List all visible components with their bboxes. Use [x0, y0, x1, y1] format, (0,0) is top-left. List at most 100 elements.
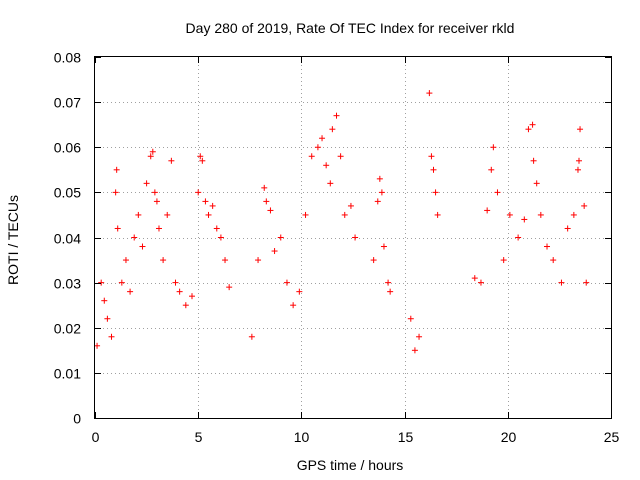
data-point: [550, 257, 557, 264]
data-point: [411, 347, 418, 354]
data-point: [484, 207, 491, 214]
data-point: [521, 216, 528, 223]
data-point: [530, 157, 537, 164]
y-tick-label: 0.06: [54, 140, 81, 156]
data-point: [376, 175, 383, 182]
data-point: [558, 279, 565, 286]
data-point: [341, 211, 348, 218]
data-point: [155, 225, 162, 232]
data-point: [104, 315, 111, 322]
chart-title: Day 280 of 2019, Rate Of TEC Index for r…: [186, 20, 515, 36]
data-point: [494, 189, 501, 196]
x-tick-label: 0: [92, 429, 100, 445]
y-axis-label: ROTI / TECUs: [5, 195, 21, 285]
data-point: [226, 284, 233, 291]
data-point: [515, 234, 522, 241]
data-point: [308, 153, 315, 160]
data-point: [347, 202, 354, 209]
data-point: [471, 275, 478, 282]
data-point: [544, 243, 551, 250]
data-point: [149, 148, 156, 155]
data-point: [500, 257, 507, 264]
y-tick-label: 0: [73, 411, 81, 427]
data-point: [261, 184, 268, 191]
plot-frame: [94, 56, 612, 419]
data-point: [333, 112, 340, 119]
data-point: [160, 257, 167, 264]
data-point: [113, 166, 120, 173]
data-point: [205, 211, 212, 218]
data-point: [574, 166, 581, 173]
y-tick-label: 0.05: [54, 185, 81, 201]
data-point: [271, 248, 278, 255]
x-tick-label: 5: [195, 429, 203, 445]
data-point: [248, 333, 255, 340]
data-point: [302, 211, 309, 218]
data-point: [576, 157, 583, 164]
y-tick-label: 0.07: [54, 95, 81, 111]
data-point: [378, 189, 385, 196]
data-point: [319, 135, 326, 142]
y-tick-label: 0.01: [54, 366, 81, 382]
data-point: [488, 166, 495, 173]
data-point: [197, 153, 204, 160]
data-point: [296, 288, 303, 295]
data-point: [139, 243, 146, 250]
data-point: [407, 315, 414, 322]
x-tick-label: 25: [604, 429, 620, 445]
data-point: [428, 153, 435, 160]
x-tick-label: 15: [398, 429, 414, 445]
y-tick-label: 0.08: [54, 50, 81, 66]
y-tick-label: 0.03: [54, 276, 81, 292]
data-point: [153, 198, 160, 205]
data-point: [430, 166, 437, 173]
data-point: [352, 234, 359, 241]
data-point: [151, 189, 158, 196]
x-axis-label: GPS time / hours: [297, 457, 404, 473]
data-point: [114, 225, 121, 232]
data-point: [108, 333, 115, 340]
data-point: [267, 207, 274, 214]
data-point: [290, 302, 297, 309]
data-point: [199, 157, 206, 164]
data-point: [570, 211, 577, 218]
data-point: [195, 189, 202, 196]
data-point: [213, 225, 220, 232]
data-point: [168, 157, 175, 164]
data-point: [118, 279, 125, 286]
data-point: [564, 225, 571, 232]
data-point: [217, 234, 224, 241]
data-point: [202, 198, 209, 205]
x-tick-labels: 0 5 10 15 20 25: [92, 429, 620, 445]
data-point: [327, 180, 334, 187]
data-point: [112, 189, 119, 196]
x-tick-label: 20: [501, 429, 517, 445]
data-point: [490, 144, 497, 151]
data-point: [387, 288, 394, 295]
data-point: [143, 180, 150, 187]
data-point: [583, 279, 590, 286]
data-point: [277, 234, 284, 241]
data-point: [147, 153, 154, 160]
data-point: [131, 234, 138, 241]
data-point: [222, 257, 229, 264]
data-point: [182, 302, 189, 309]
data-point: [314, 144, 321, 151]
data-point: [380, 243, 387, 250]
data-point: [525, 126, 532, 133]
data-point: [434, 211, 441, 218]
x-tick-label: 10: [294, 429, 310, 445]
data-point: [426, 90, 433, 97]
y-tick-labels: 0 0.01 0.02 0.03 0.04 0.05 0.06 0.07 0.08: [54, 50, 81, 427]
data-point: [263, 198, 270, 205]
data-point: [533, 180, 540, 187]
data-point: [577, 126, 584, 133]
data-point: [189, 293, 196, 300]
grid-lines: [95, 57, 611, 418]
data-point: [176, 288, 183, 295]
data-point: [477, 279, 484, 286]
data-point: [581, 202, 588, 209]
y-tick-label: 0.02: [54, 321, 81, 337]
